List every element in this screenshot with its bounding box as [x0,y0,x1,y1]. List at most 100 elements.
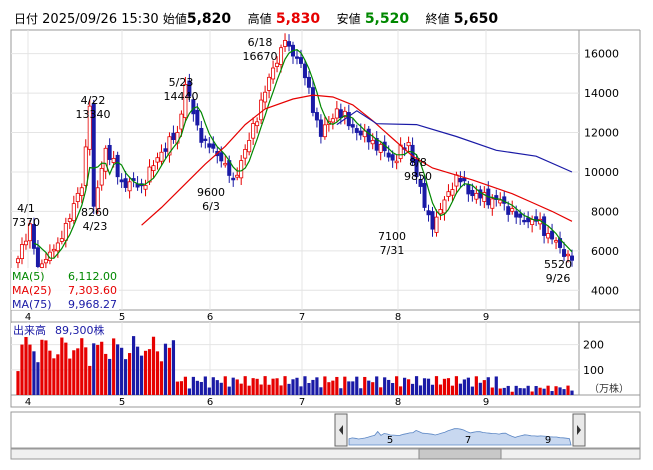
candle-body [231,177,236,181]
candle-body [434,216,439,233]
candle-body [358,130,363,136]
candle-body [474,192,479,200]
volume-bar [331,380,335,395]
navigator-scrollbar-thumb[interactable] [418,448,502,460]
volume-bar [518,388,522,395]
candle-body [83,146,88,186]
candle-body [378,143,383,153]
volume-bar [68,358,72,395]
candle-body [179,113,184,130]
navigator-label: 5 [387,435,393,446]
candle-body [406,141,411,147]
price-tick-label: 8000 [591,205,619,218]
volume-bar [430,384,435,395]
volume-bar [291,379,295,395]
volume-bar [391,382,395,395]
volume-bar [367,380,371,395]
volume-bar [263,376,267,395]
volume-tick-label: 100 [583,364,604,377]
candle-body [19,244,24,259]
candle-body [91,103,96,207]
volume-bar [442,378,447,395]
chevron-left-icon [339,425,343,435]
volume-bar [219,382,223,395]
navigator-scrollbar-track[interactable] [10,448,641,460]
annotation-date: 8/8 [409,156,427,169]
volume-bar [175,381,180,395]
candle-body [522,219,527,223]
volume-bar [251,378,255,395]
volume-bar [482,380,486,395]
x-tick-label: 7 [299,312,305,323]
candlesticks [15,33,575,276]
x-tick-label: 6 [207,312,213,323]
candle-body [450,189,455,196]
volume-bar [183,376,187,395]
candle-body [562,249,567,257]
volume-bar [375,376,379,395]
volume-title: 出来高 [13,323,46,337]
ma5-value: 6,112.00 [68,270,117,283]
volume-bar [562,389,566,395]
volume-bar [403,377,407,395]
candle-body [99,168,104,186]
volume-bar [147,349,152,395]
volume-bar [167,347,172,395]
volume-bar [363,376,367,395]
volume-bar [211,377,215,395]
ohlc-header: 日付 2025/09/26 15:30 始値5,820 高値 5,830 安値 … [14,10,498,27]
candle-body [267,76,272,91]
candle-body [59,238,64,242]
candle-body [263,91,268,103]
price-tick-label: 4000 [591,284,619,297]
volume-bar [215,380,219,395]
ma25-value: 7,303.60 [68,284,117,297]
candle-body [155,157,160,163]
navigator-left-handle[interactable] [334,413,348,447]
candle-body [87,105,92,150]
moving-average-lines [33,49,573,259]
candle-body [187,80,192,97]
candle-body [255,121,260,127]
candle-body [354,128,359,133]
candle-body [223,162,228,166]
volume-bar [450,385,455,395]
volume-bar [379,387,383,395]
volume-bar [438,384,443,395]
volume-bar [351,381,355,395]
volume-bar [355,376,359,395]
candle-body [482,192,487,202]
volume-bar [108,358,112,395]
volume-bar [28,344,32,395]
candle-body [275,62,280,67]
volume-bar [418,385,423,395]
navigator-area [348,428,572,446]
volume-bar [56,354,60,395]
volume-bar [359,388,363,395]
candle-body [314,112,319,121]
candle-body [199,127,204,143]
candle-body [446,191,451,197]
volume-bar [343,376,347,395]
candle-body [294,56,299,59]
ma-legend: MA(5) 6,112.00 MA(25) 7,303.60 MA(75) 9,… [11,268,119,311]
candle-body [370,140,375,145]
navigator-right-handle[interactable] [572,413,586,447]
volume-bar [426,378,431,395]
candle-body [95,187,100,210]
volume-bar [399,386,403,395]
candle-body [466,183,471,195]
volume-bar [478,382,482,395]
x-tick-label: 8 [395,397,401,408]
candle-body [442,199,447,214]
candle-body [123,178,128,188]
volume-bar [135,346,140,395]
ma25-label: MA(25) [12,284,52,297]
volume-bar [120,347,124,395]
x-tick-label: 5 [119,312,125,323]
volume-bar [127,353,132,395]
range-navigator[interactable]: 5 7 9 [10,411,641,460]
candle-body [51,248,56,252]
